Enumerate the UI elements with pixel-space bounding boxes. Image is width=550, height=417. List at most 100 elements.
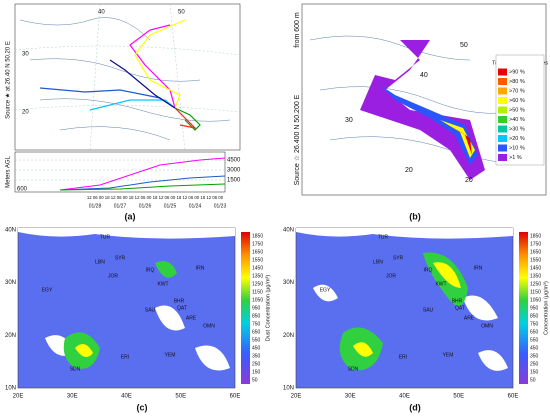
lon-label: 50E — [175, 394, 186, 400]
colorbar-tick-label: 1450 — [252, 265, 263, 271]
panel-label: (b) — [409, 211, 421, 221]
colorbar-tick-label: 1750 — [252, 241, 263, 247]
lat-label: 30N — [5, 280, 16, 286]
colorbar-tick-label: 1050 — [252, 297, 263, 303]
colorbar-tick-label: 850 — [252, 313, 261, 319]
colorbar-tick-label: 350 — [252, 353, 261, 359]
country-label: LBN — [373, 259, 383, 265]
legend-swatch — [498, 154, 507, 161]
country-label: QAT — [455, 305, 465, 311]
date-label: 01/24 — [189, 203, 202, 209]
country-label: BHR — [174, 298, 185, 304]
grid-label: 20 — [465, 177, 473, 184]
height-trace — [59, 183, 226, 191]
colorbar-tick-label: 1050 — [530, 297, 541, 303]
lat-label: 20N — [283, 333, 294, 339]
country-label: KWT — [157, 281, 168, 287]
country-label: ERI — [121, 354, 129, 360]
frequency-area — [380, 85, 478, 165]
country-label: YEM — [443, 352, 454, 358]
grid-label: 20 — [405, 167, 413, 174]
country-label: SYR — [393, 255, 404, 261]
colorbar-tick-label: 1250 — [252, 281, 263, 287]
colorbar — [241, 232, 250, 384]
source-label: Source ★ at 26.40 N 50.20 E — [5, 41, 12, 119]
country-label: SAU — [423, 307, 434, 313]
date-label: 01/26 — [139, 203, 152, 209]
legend-swatch — [498, 97, 507, 104]
lat-label: 40N — [5, 228, 16, 234]
colorbar-tick-label: 150 — [252, 369, 261, 375]
lon-label: 30E — [345, 394, 356, 400]
lat-label: 40N — [283, 228, 294, 234]
lon-label: 20E — [13, 394, 24, 400]
map-frame — [14, 3, 241, 151]
colorbar-tick-label: 550 — [252, 337, 261, 343]
trajectory — [134, 19, 186, 109]
colorbar-tick-label: 650 — [530, 329, 539, 335]
height-trace — [59, 157, 226, 191]
colorbar-title: Concentration (μg/m³) — [543, 281, 549, 335]
grid-label: 50 — [178, 10, 185, 16]
grid-label: 40 — [98, 10, 105, 16]
concentration-area — [353, 262, 461, 357]
legend-swatch — [498, 135, 507, 142]
colorbar-tick-label: 1150 — [530, 289, 541, 295]
colorbar-tick-label: 450 — [252, 345, 261, 351]
lat-label: 30N — [283, 280, 294, 286]
lat-label: 10N — [283, 385, 294, 391]
lat-label: 10N — [5, 385, 16, 391]
legend-entry: >80 % — [509, 79, 525, 85]
colorbar-tick-label: 1150 — [252, 289, 263, 295]
date-label: 01/25 — [164, 203, 177, 209]
panel-b: Source ☆ 26.400 N 50.200 E from 600 m 20 40… — [293, 3, 548, 196]
colorbar-tick-label: 50 — [252, 377, 258, 383]
map-frame — [17, 227, 236, 389]
colorbar-tick-label: 1850 — [530, 233, 541, 239]
country-label: IRN — [474, 265, 483, 271]
colorbar-tick-label: 950 — [530, 305, 539, 311]
height-tick-label: 600 — [17, 187, 28, 193]
colorbar-tick-label: 1350 — [252, 273, 263, 279]
time-labels: 12 06 00 18 12 06 00 18 12 06 00 18 12 0… — [87, 195, 224, 200]
colorbar-title: Dust Concentration (μg/m³) — [265, 275, 271, 342]
country-label: LBN — [95, 259, 105, 265]
colorbar-tick-label: 650 — [252, 329, 261, 335]
trajectory — [109, 59, 176, 109]
concentration-area — [75, 344, 93, 357]
legend-swatch — [498, 144, 507, 152]
date-label: 01/28 — [89, 203, 102, 209]
colorbar-tick-label: 1750 — [530, 241, 541, 247]
country-label: EGY — [42, 287, 53, 293]
country-label: TUR — [378, 234, 389, 240]
legend-swatch — [498, 125, 507, 133]
country-label: QAT — [177, 305, 187, 311]
legend-entry: >10 % — [509, 145, 525, 151]
country-label: SDN — [348, 366, 359, 372]
legend-entry: >1 % — [509, 155, 522, 161]
colorbar-tick-label: 50 — [530, 377, 536, 383]
colorbar-tick-label: 1650 — [252, 249, 263, 255]
grid-label: 20 — [22, 110, 29, 116]
height-label: from 600 m — [294, 12, 301, 48]
lon-label: 30E — [67, 394, 78, 400]
date-label: 01/23 — [214, 203, 227, 209]
panel-label: (d) — [409, 402, 421, 412]
country-label: SAU — [145, 307, 156, 313]
trajectory — [89, 99, 176, 111]
legend-swatch — [498, 116, 507, 123]
country-label: SDN — [70, 366, 81, 372]
lon-label: 60E — [508, 394, 519, 400]
country-label: SYR — [115, 255, 126, 261]
legend-swatch — [498, 78, 507, 85]
lon-label: 40E — [121, 394, 132, 400]
colorbar-tick-label: 350 — [530, 353, 539, 359]
colorbar-tick-label: 1550 — [252, 257, 263, 263]
country-label: KWT — [435, 281, 446, 287]
colorbar-tick-label: 1850 — [252, 233, 263, 239]
colorbar-tick-label: 250 — [252, 361, 261, 367]
country-label: JOR — [108, 273, 118, 279]
legend-entry: >90 % — [509, 69, 525, 75]
colorbar-tick-label: 750 — [530, 321, 539, 327]
